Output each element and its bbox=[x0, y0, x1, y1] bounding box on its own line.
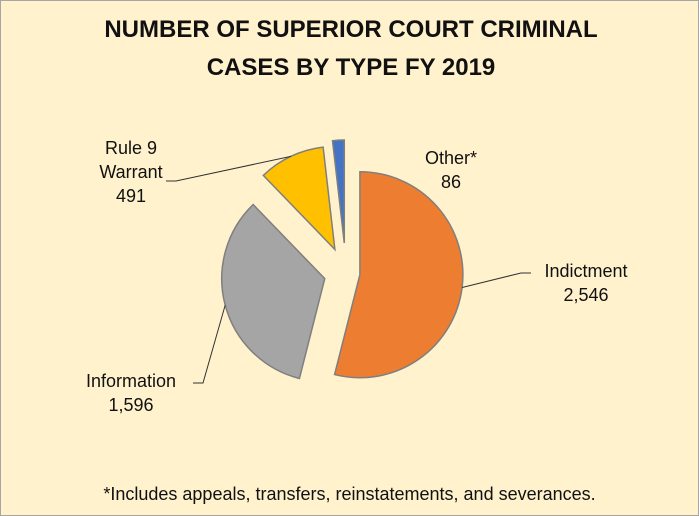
value-label: 1,596 bbox=[108, 395, 154, 415]
slice-label: Information bbox=[85, 371, 177, 391]
value-label: 2,546 bbox=[563, 285, 609, 305]
pie-slice bbox=[220, 203, 326, 380]
pie-slice bbox=[331, 139, 346, 244]
footnote: *Includes appeals, transfers, reinstatem… bbox=[103, 484, 596, 504]
chart-title: NUMBER OF SUPERIOR COURT CRIMINAL CASES … bbox=[104, 16, 598, 81]
value-label: 86 bbox=[440, 172, 462, 192]
leader-line bbox=[461, 272, 531, 288]
pie-slice bbox=[333, 170, 464, 379]
value-label: 491 bbox=[115, 186, 147, 206]
leader-line bbox=[193, 304, 226, 384]
slice-label: Other* bbox=[424, 148, 478, 168]
leader-line bbox=[166, 155, 291, 182]
slice-label: Indictment bbox=[544, 261, 628, 281]
slice-label: Rule 9 Warrant bbox=[99, 138, 163, 182]
